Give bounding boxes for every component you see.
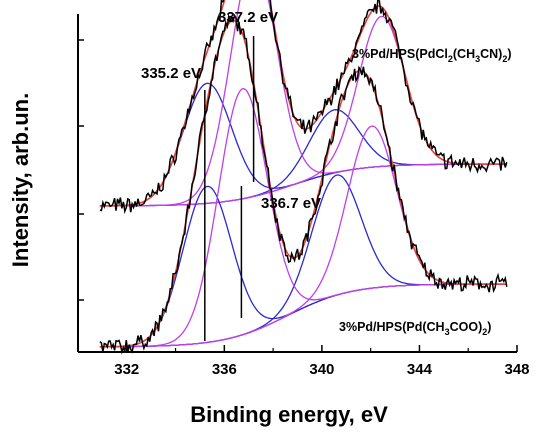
peak-label-1-0: 336.7 eV — [261, 195, 321, 212]
x-tick-label-332: 332 — [114, 361, 139, 378]
spectrum-0 — [99, 0, 508, 215]
spectra-layer — [99, 0, 508, 355]
x-axis-title: Binding energy, eV — [190, 402, 388, 427]
spectrum-1 — [99, 13, 508, 355]
spectrum-1-component-3 — [99, 125, 507, 348]
spectrum-0-component-3 — [99, 15, 507, 207]
spectrum-0-component-0 — [99, 82, 507, 207]
x-tick-label-344: 344 — [407, 361, 433, 378]
peak-label-0-0: 335.2 eV — [141, 65, 201, 82]
spectrum-0-component-2 — [99, 0, 507, 207]
axis-layer: 332 336 340 344 348 — [77, 14, 530, 378]
y-axis-title: Intensity, arb.un. — [8, 93, 33, 267]
spectrum-1-experimental — [99, 13, 508, 355]
sample-label-pd-acetate: 3%Pd/HPS(Pd(CH3COO)2) — [339, 320, 491, 337]
peak-label-0-1: 337.2 eV — [218, 9, 278, 26]
sample-label-pdcl2: 3%Pd/HPS(PdCl2(CH3CN)2) — [352, 47, 512, 64]
x-tick-label-336: 336 — [212, 361, 237, 378]
x-tick-label-340: 340 — [309, 361, 334, 378]
spectrum-1-background — [99, 283, 507, 348]
annotation-layer: 335.2 eV 337.2 eV 336.7 eV 3%Pd/HPS(PdCl2(C… — [141, 9, 512, 341]
x-tick-label-348: 348 — [504, 361, 529, 378]
spectrum-0-envelope — [99, 0, 507, 207]
spectrum-0-experimental — [99, 0, 508, 215]
